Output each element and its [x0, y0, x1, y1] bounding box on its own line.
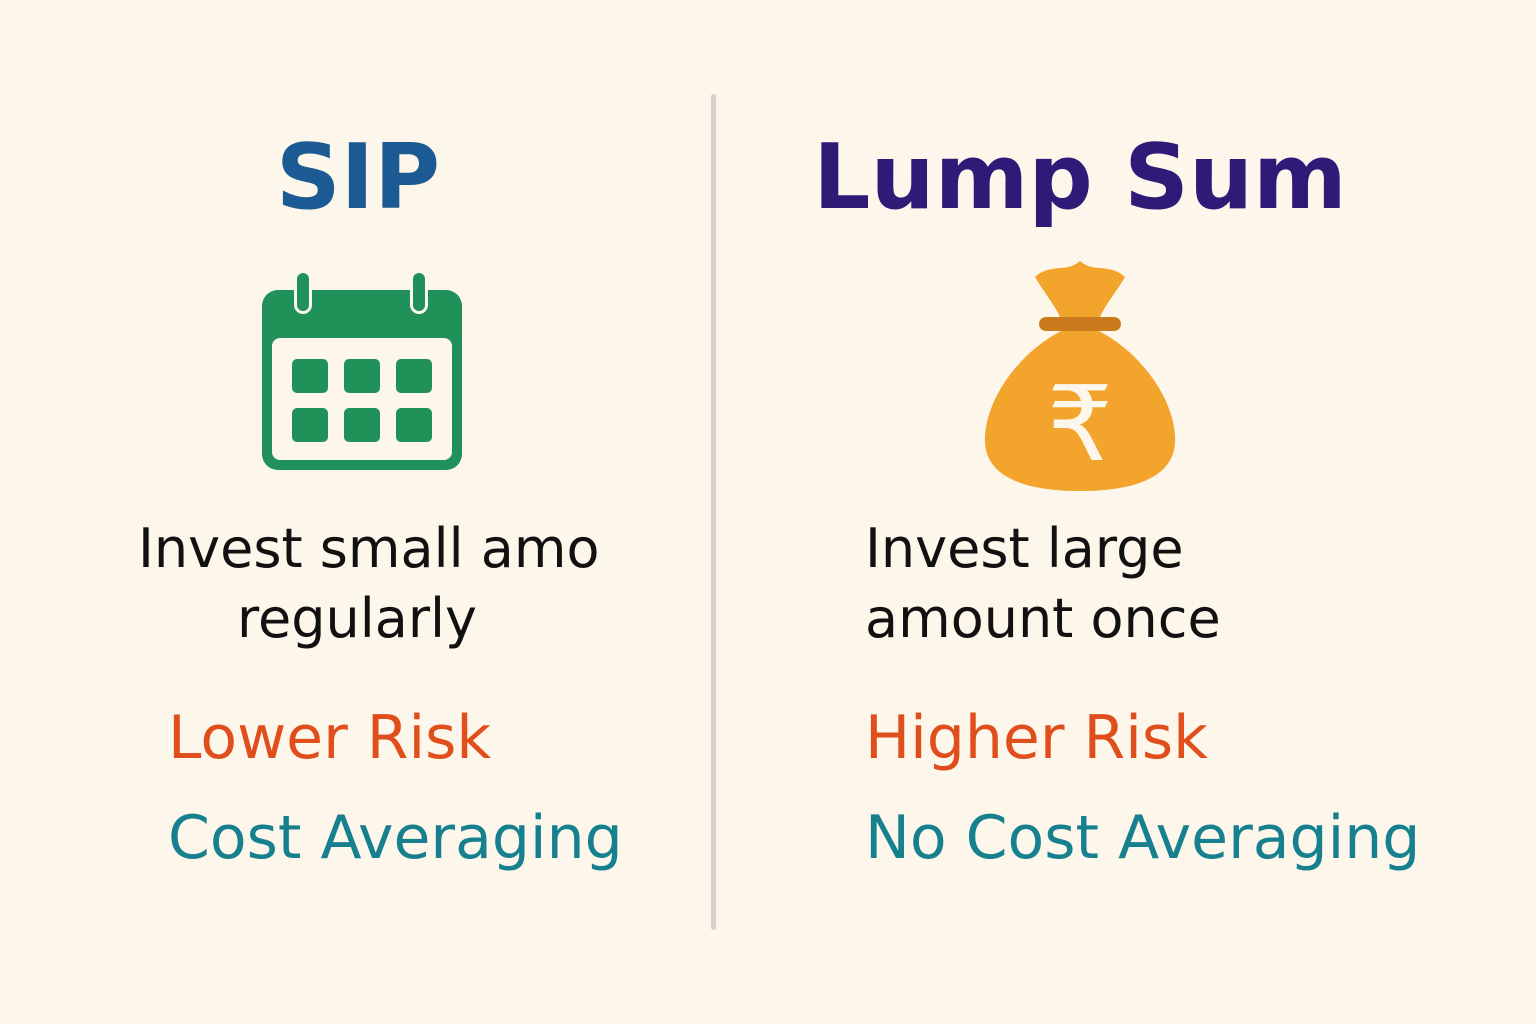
sip-description-line2: regularly	[237, 587, 477, 650]
lump-sum-description-line2: amount once	[865, 587, 1221, 650]
lump-sum-description-line1: Invest large	[865, 517, 1184, 580]
calendar-icon	[262, 270, 462, 470]
lump-sum-risk-label: Higher Risk	[865, 703, 1208, 773]
sip-risk-label: Lower Risk	[168, 703, 492, 773]
lump-sum-averaging-label: No Cost Averaging	[865, 803, 1421, 873]
sip-description-line1: Invest small amo	[138, 517, 600, 580]
sip-averaging-label: Cost Averaging	[168, 803, 623, 873]
rupee-symbol: ₹	[1047, 363, 1113, 485]
column-divider	[711, 94, 716, 930]
sip-title: SIP	[275, 125, 441, 230]
lump-sum-title: Lump Sum	[813, 125, 1347, 230]
money-bag-rupee-icon: ₹	[984, 261, 1176, 491]
